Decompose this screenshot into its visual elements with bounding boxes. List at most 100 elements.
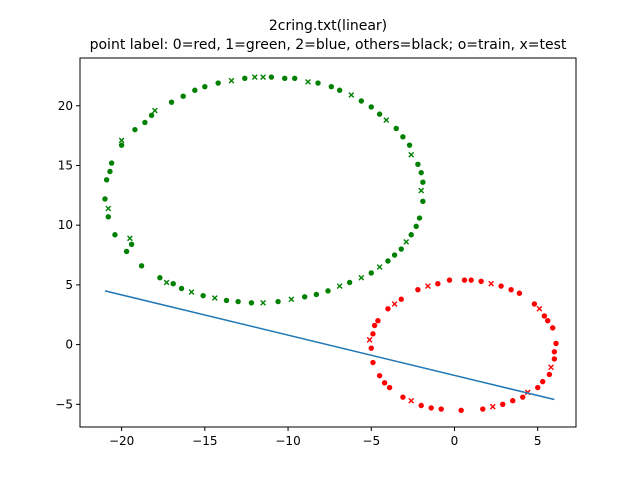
class-1-test-point bbox=[403, 239, 410, 245]
class-1-train-point bbox=[180, 93, 186, 99]
class-1-train-point bbox=[168, 99, 175, 105]
class-1-train-point bbox=[142, 119, 148, 126]
class-1-test-point bbox=[288, 296, 295, 303]
class-1-train-point bbox=[393, 125, 399, 132]
class-0-test-point bbox=[424, 283, 431, 289]
chart-title-line-1: 2cring.txt(linear) bbox=[269, 18, 387, 34]
class-1-train-point bbox=[202, 83, 208, 90]
class-1-train-point bbox=[406, 142, 413, 148]
class-0-test-point bbox=[548, 364, 554, 371]
x-tick-label: −20 bbox=[109, 434, 134, 448]
class-0-train-point bbox=[510, 398, 516, 404]
class-1-train-point bbox=[242, 75, 248, 82]
class-1-train-point bbox=[128, 241, 135, 247]
class-1-test-point bbox=[418, 187, 425, 194]
class-0-train-point bbox=[540, 378, 546, 385]
class-1-test-point bbox=[305, 78, 311, 85]
chart-title-line-2: point label: 0=red, 1=green, 2=blue, oth… bbox=[90, 37, 567, 53]
class-1-train-point bbox=[418, 169, 424, 176]
class-1-train-point bbox=[107, 168, 113, 175]
class-1-train-point bbox=[282, 75, 288, 82]
class-1-test-point bbox=[152, 107, 158, 114]
x-tick-label: −15 bbox=[192, 434, 217, 448]
class-0-train-point bbox=[551, 349, 558, 355]
class-1-train-point bbox=[400, 134, 406, 140]
class-0-train-point bbox=[371, 322, 378, 329]
class-1-train-point bbox=[315, 80, 321, 86]
class-1-test-point bbox=[105, 205, 112, 212]
class-0-train-point bbox=[531, 301, 538, 307]
class-0-train-point bbox=[438, 406, 444, 412]
class-1-test-point bbox=[228, 77, 235, 84]
class-1-test-point bbox=[260, 299, 266, 306]
class-0-train-point bbox=[415, 286, 421, 293]
class-0-train-point bbox=[535, 384, 541, 391]
class-0-train-point bbox=[468, 277, 474, 283]
class-0-test-point bbox=[536, 305, 543, 312]
class-0-test-point bbox=[391, 301, 398, 307]
class-0-train-point bbox=[458, 407, 464, 413]
class-0-train-point bbox=[418, 402, 424, 409]
class-1-test-point bbox=[348, 92, 355, 98]
class-1-test-point bbox=[376, 264, 383, 270]
class-0-train-point bbox=[551, 356, 558, 362]
class-0-test-point bbox=[488, 280, 495, 287]
class-0-train-point bbox=[546, 371, 553, 378]
class-0-train-point bbox=[368, 345, 374, 351]
class-1-train-point bbox=[223, 297, 230, 304]
class-1-train-point bbox=[215, 80, 221, 86]
class-1-train-point bbox=[103, 177, 110, 183]
class-0-train-point bbox=[386, 384, 393, 391]
class-1-train-point bbox=[268, 74, 275, 80]
y-tick-label: −5 bbox=[55, 397, 73, 411]
class-1-train-point bbox=[148, 112, 155, 119]
class-0-train-point bbox=[385, 306, 391, 312]
class-1-train-point bbox=[118, 142, 125, 148]
class-1-test-point bbox=[358, 274, 365, 281]
class-1-train-point bbox=[415, 161, 421, 167]
y-tick-label: 5 bbox=[65, 278, 73, 292]
class-1-train-point bbox=[123, 248, 130, 255]
class-0-test-point bbox=[408, 397, 415, 404]
class-1-train-point bbox=[313, 291, 320, 298]
class-0-train-point bbox=[516, 290, 523, 296]
class-1-train-point bbox=[413, 223, 419, 230]
class-1-train-point bbox=[102, 196, 108, 202]
class-1-train-point bbox=[376, 111, 383, 117]
class-1-train-point bbox=[385, 258, 391, 264]
class-1-train-point bbox=[368, 270, 374, 276]
class-0-train-point bbox=[541, 313, 548, 319]
class-1-train-point bbox=[391, 252, 398, 258]
class-1-train-point bbox=[108, 160, 115, 166]
class-1-train-point bbox=[275, 298, 281, 305]
class-1-train-point bbox=[112, 232, 118, 238]
class-0-train-point bbox=[500, 401, 506, 408]
class-0-train-point bbox=[370, 359, 376, 366]
class-0-train-point bbox=[428, 405, 434, 411]
class-0-train-point bbox=[508, 286, 514, 293]
class-0-train-point bbox=[545, 318, 551, 324]
y-tick-label: 15 bbox=[58, 158, 73, 172]
class-0-train-point bbox=[520, 394, 526, 400]
class-0-train-point bbox=[478, 278, 484, 285]
class-0-train-point bbox=[400, 394, 406, 400]
class-1-train-point bbox=[398, 246, 404, 252]
class-1-train-point bbox=[325, 288, 331, 294]
class-1-test-point bbox=[211, 295, 218, 301]
y-tick-label: 10 bbox=[58, 218, 73, 232]
class-0-train-point bbox=[376, 372, 383, 379]
class-1-train-point bbox=[336, 87, 343, 93]
class-0-train-point bbox=[549, 325, 556, 331]
class-1-train-point bbox=[420, 198, 426, 205]
class-1-train-point bbox=[178, 285, 185, 292]
y-tick-label: 0 bbox=[65, 338, 73, 352]
class-1-train-point bbox=[301, 294, 308, 300]
class-1-train-point bbox=[408, 232, 414, 238]
y-axis: −5 0 5 10 15 20 bbox=[55, 99, 80, 411]
class-1-train-point bbox=[292, 75, 298, 82]
class-1-test-point bbox=[188, 289, 195, 295]
class-0-test-point bbox=[366, 336, 373, 343]
class-1-train-point bbox=[328, 83, 335, 90]
class-1-train-point bbox=[138, 263, 145, 269]
class-0-test-point bbox=[489, 403, 496, 410]
